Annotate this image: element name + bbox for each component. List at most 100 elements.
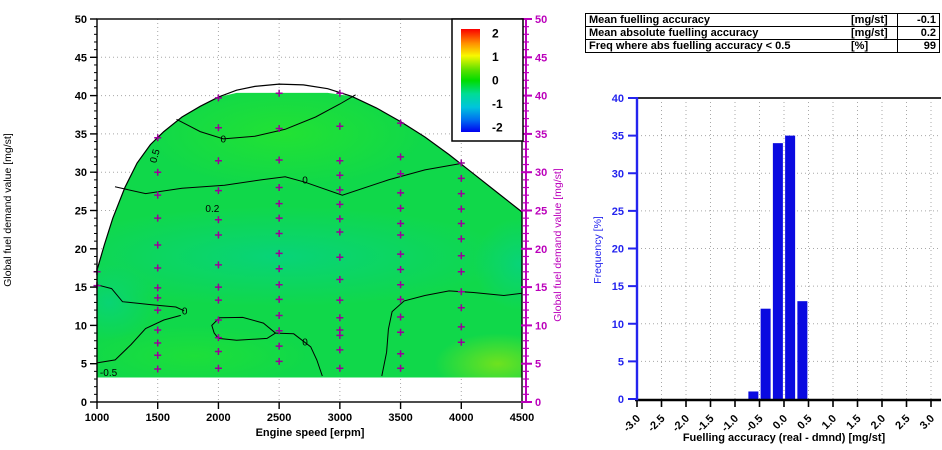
svg-text:40: 40 [612, 93, 624, 105]
colorbar-tick-label: 0 [492, 74, 499, 88]
svg-text:10: 10 [612, 319, 624, 331]
svg-text:3.0: 3.0 [918, 413, 937, 432]
svg-text:35: 35 [75, 129, 87, 141]
histogram-bar [785, 135, 796, 399]
stats-row: Mean fuelling accuracy [mg/st] -0.1 [586, 14, 939, 26]
svg-text:0: 0 [302, 176, 308, 187]
svg-text:-0.5: -0.5 [100, 368, 118, 379]
y-axis-left-title: Global fuel demand value [mg/st] [2, 133, 14, 287]
histogram-bar [748, 391, 759, 399]
svg-text:3500: 3500 [388, 412, 412, 424]
hist-gridlines [637, 98, 940, 399]
contour-value-labels: 0 0.2 0 0 0 -0.5 0.5 [100, 134, 308, 379]
svg-text:0.2: 0.2 [205, 204, 219, 215]
envelope-boundary-line [96, 83, 523, 271]
svg-text:4000: 4000 [449, 412, 473, 424]
contour-lines [96, 94, 523, 377]
svg-text:35: 35 [612, 131, 624, 143]
svg-text:1.5: 1.5 [844, 413, 863, 432]
svg-text:3000: 3000 [328, 412, 352, 424]
stats-table: Mean fuelling accuracy [mg/st] -0.1 Mean ab… [585, 13, 940, 53]
svg-text:40: 40 [75, 91, 87, 103]
svg-text:35: 35 [535, 129, 547, 141]
svg-text:0: 0 [302, 337, 308, 348]
stat-value: -0.1 [897, 14, 939, 26]
stat-value: 99 [897, 40, 939, 52]
svg-text:25: 25 [612, 206, 624, 218]
y-axis-right-title: Global fuel demand value [mg/st] [552, 168, 564, 322]
stat-label: Mean absolute fuelling accuracy [589, 27, 759, 39]
stat-label: Freq where abs fuelling accuracy < 0.5 [589, 40, 791, 52]
histogram-bars [748, 135, 808, 399]
svg-text:2000: 2000 [206, 412, 230, 424]
svg-text:25: 25 [75, 206, 87, 218]
histogram-bar [760, 308, 771, 399]
svg-text:1500: 1500 [145, 412, 169, 424]
svg-text:2500: 2500 [267, 412, 291, 424]
hist-y-ticks: 0 5 10 15 20 25 30 35 40 [612, 93, 637, 406]
y-axis-right-magenta: 0 5 10 15 20 25 30 35 40 45 50 Global fuel demand v… [521, 14, 564, 409]
svg-text:5: 5 [618, 356, 624, 368]
svg-text:0: 0 [81, 397, 87, 409]
stat-value: 0.2 [897, 27, 939, 39]
hist-x-ticks: -3.0 -2.5 -2.0 -1.5 -1.0 -0.5 0.0 0.5 1.0 1.5 2.0 2… [621, 400, 937, 435]
svg-text:10: 10 [535, 320, 547, 332]
svg-text:5: 5 [81, 359, 87, 371]
svg-text:0: 0 [182, 307, 188, 318]
svg-text:0: 0 [535, 397, 541, 409]
stats-row: Freq where abs fuelling accuracy < 0.5 [%… [586, 39, 939, 52]
svg-text:30: 30 [535, 167, 547, 179]
hist-y-axis-title: Frequency [%] [592, 216, 604, 284]
svg-text:20: 20 [75, 244, 87, 256]
colorbar-tick-label: 2 [492, 27, 499, 41]
svg-text:5: 5 [535, 359, 541, 371]
svg-text:50: 50 [75, 14, 87, 26]
histogram-panel: 0 5 10 15 20 25 30 35 40 -3.0 -2.5 -2.0 -1.5 -1.0 -0.5… [580, 60, 942, 450]
stat-label: Mean fuelling accuracy [589, 14, 711, 26]
colorbar-gradient [461, 29, 480, 132]
svg-text:40: 40 [535, 91, 547, 103]
svg-text:4500: 4500 [510, 412, 534, 424]
svg-text:0.5: 0.5 [148, 148, 162, 165]
svg-text:50: 50 [535, 14, 547, 26]
svg-text:-3.0: -3.0 [621, 413, 643, 435]
stat-unit: [mg/st] [851, 14, 888, 26]
svg-text:0: 0 [618, 394, 624, 406]
svg-text:20: 20 [612, 244, 624, 256]
svg-text:10: 10 [75, 320, 87, 332]
y-axis-left: 0 5 10 15 20 25 30 35 40 45 50 [75, 14, 97, 409]
svg-text:2.5: 2.5 [893, 413, 912, 432]
histogram-bar [797, 301, 808, 399]
histogram-bar [772, 143, 783, 399]
accuracy-color-tints [97, 92, 522, 378]
svg-text:2.0: 2.0 [869, 413, 888, 432]
contour-plot-panel: 0 0.2 0 0 0 -0.5 0.5 0 5 10 15 20 25 30 35 40 45 50 1000 15… [2, 14, 564, 439]
svg-text:30: 30 [612, 168, 624, 180]
colorbar-tick-label: -2 [492, 120, 503, 134]
svg-text:1.0: 1.0 [820, 413, 839, 432]
colorbar-legend: 2 1 0 -1 -2 [451, 18, 524, 142]
svg-text:-2.5: -2.5 [646, 413, 668, 435]
stats-row: Mean absolute fuelling accuracy [mg/st] 0.… [586, 26, 939, 39]
svg-text:30: 30 [75, 167, 87, 179]
svg-text:1000: 1000 [85, 412, 109, 424]
x-axis-title: Engine speed [erpm] [256, 427, 365, 439]
hist-x-axis-title: Fuelling accuracy (real - dmnd) [mg/st] [683, 432, 886, 444]
svg-text:45: 45 [535, 52, 547, 64]
svg-text:0.0: 0.0 [771, 413, 790, 432]
svg-text:15: 15 [535, 282, 547, 294]
svg-text:15: 15 [75, 282, 87, 294]
svg-text:0.5: 0.5 [795, 413, 814, 432]
svg-text:0: 0 [221, 134, 227, 145]
stat-unit: [mg/st] [851, 27, 888, 39]
svg-text:25: 25 [535, 206, 547, 218]
stat-unit: [%] [851, 40, 869, 52]
colorbar-tick-label: 1 [492, 50, 499, 64]
svg-text:15: 15 [612, 281, 624, 293]
svg-text:45: 45 [75, 52, 87, 64]
svg-text:20: 20 [535, 244, 547, 256]
x-axis: 1000 1500 2000 2500 3000 3500 4000 4500 Engine s… [85, 402, 534, 439]
